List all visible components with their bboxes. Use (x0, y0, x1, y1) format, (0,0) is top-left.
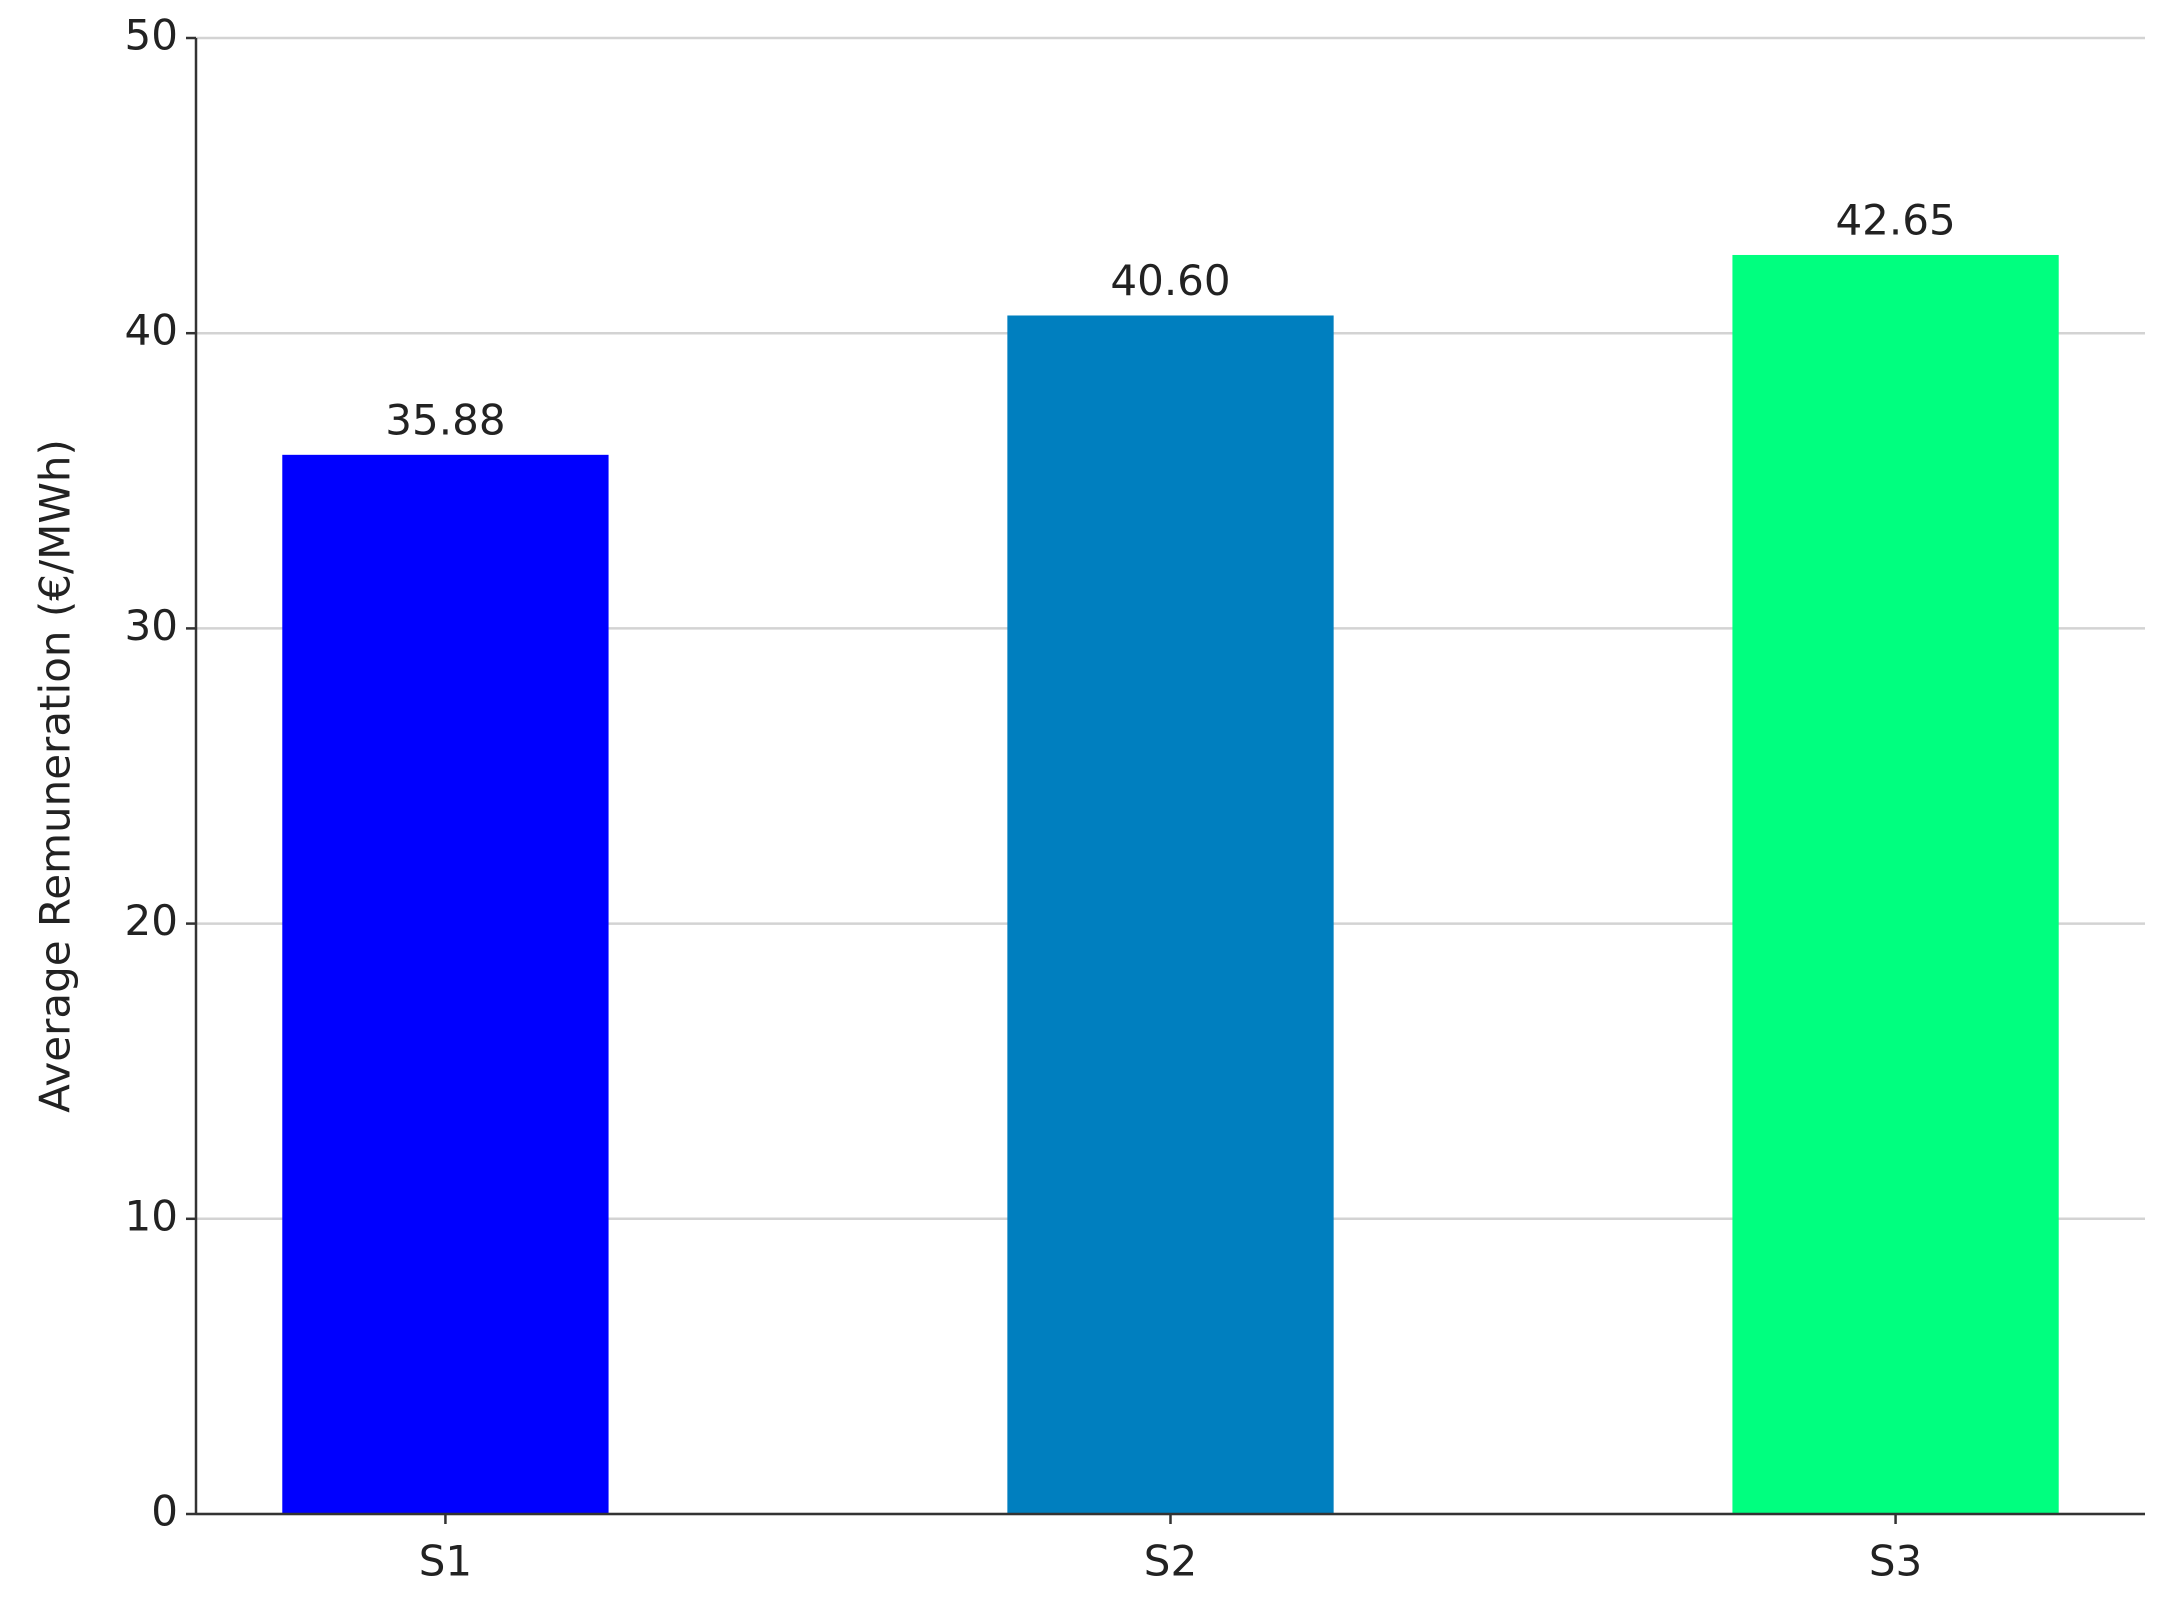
value-label: 35.88 (385, 395, 505, 444)
x-tick-label: S1 (419, 1537, 472, 1586)
y-tick-label: 0 (151, 1487, 178, 1536)
bar (282, 454, 609, 1514)
x-tick-label: S3 (1869, 1537, 1922, 1586)
value-label: 42.65 (1835, 195, 1955, 244)
y-tick-label: 10 (125, 1191, 178, 1240)
y-tick-label: 40 (125, 306, 178, 355)
value-label: 40.60 (1110, 256, 1230, 305)
y-tick-label: 30 (125, 601, 178, 650)
y-axis-label: Average Remuneration (€/MWh) (31, 439, 80, 1113)
y-tick-label: 20 (125, 896, 178, 945)
y-tick-label: 50 (125, 11, 178, 60)
bar (1732, 254, 2059, 1514)
bar (1007, 315, 1334, 1514)
x-tick-label: S2 (1144, 1537, 1197, 1586)
